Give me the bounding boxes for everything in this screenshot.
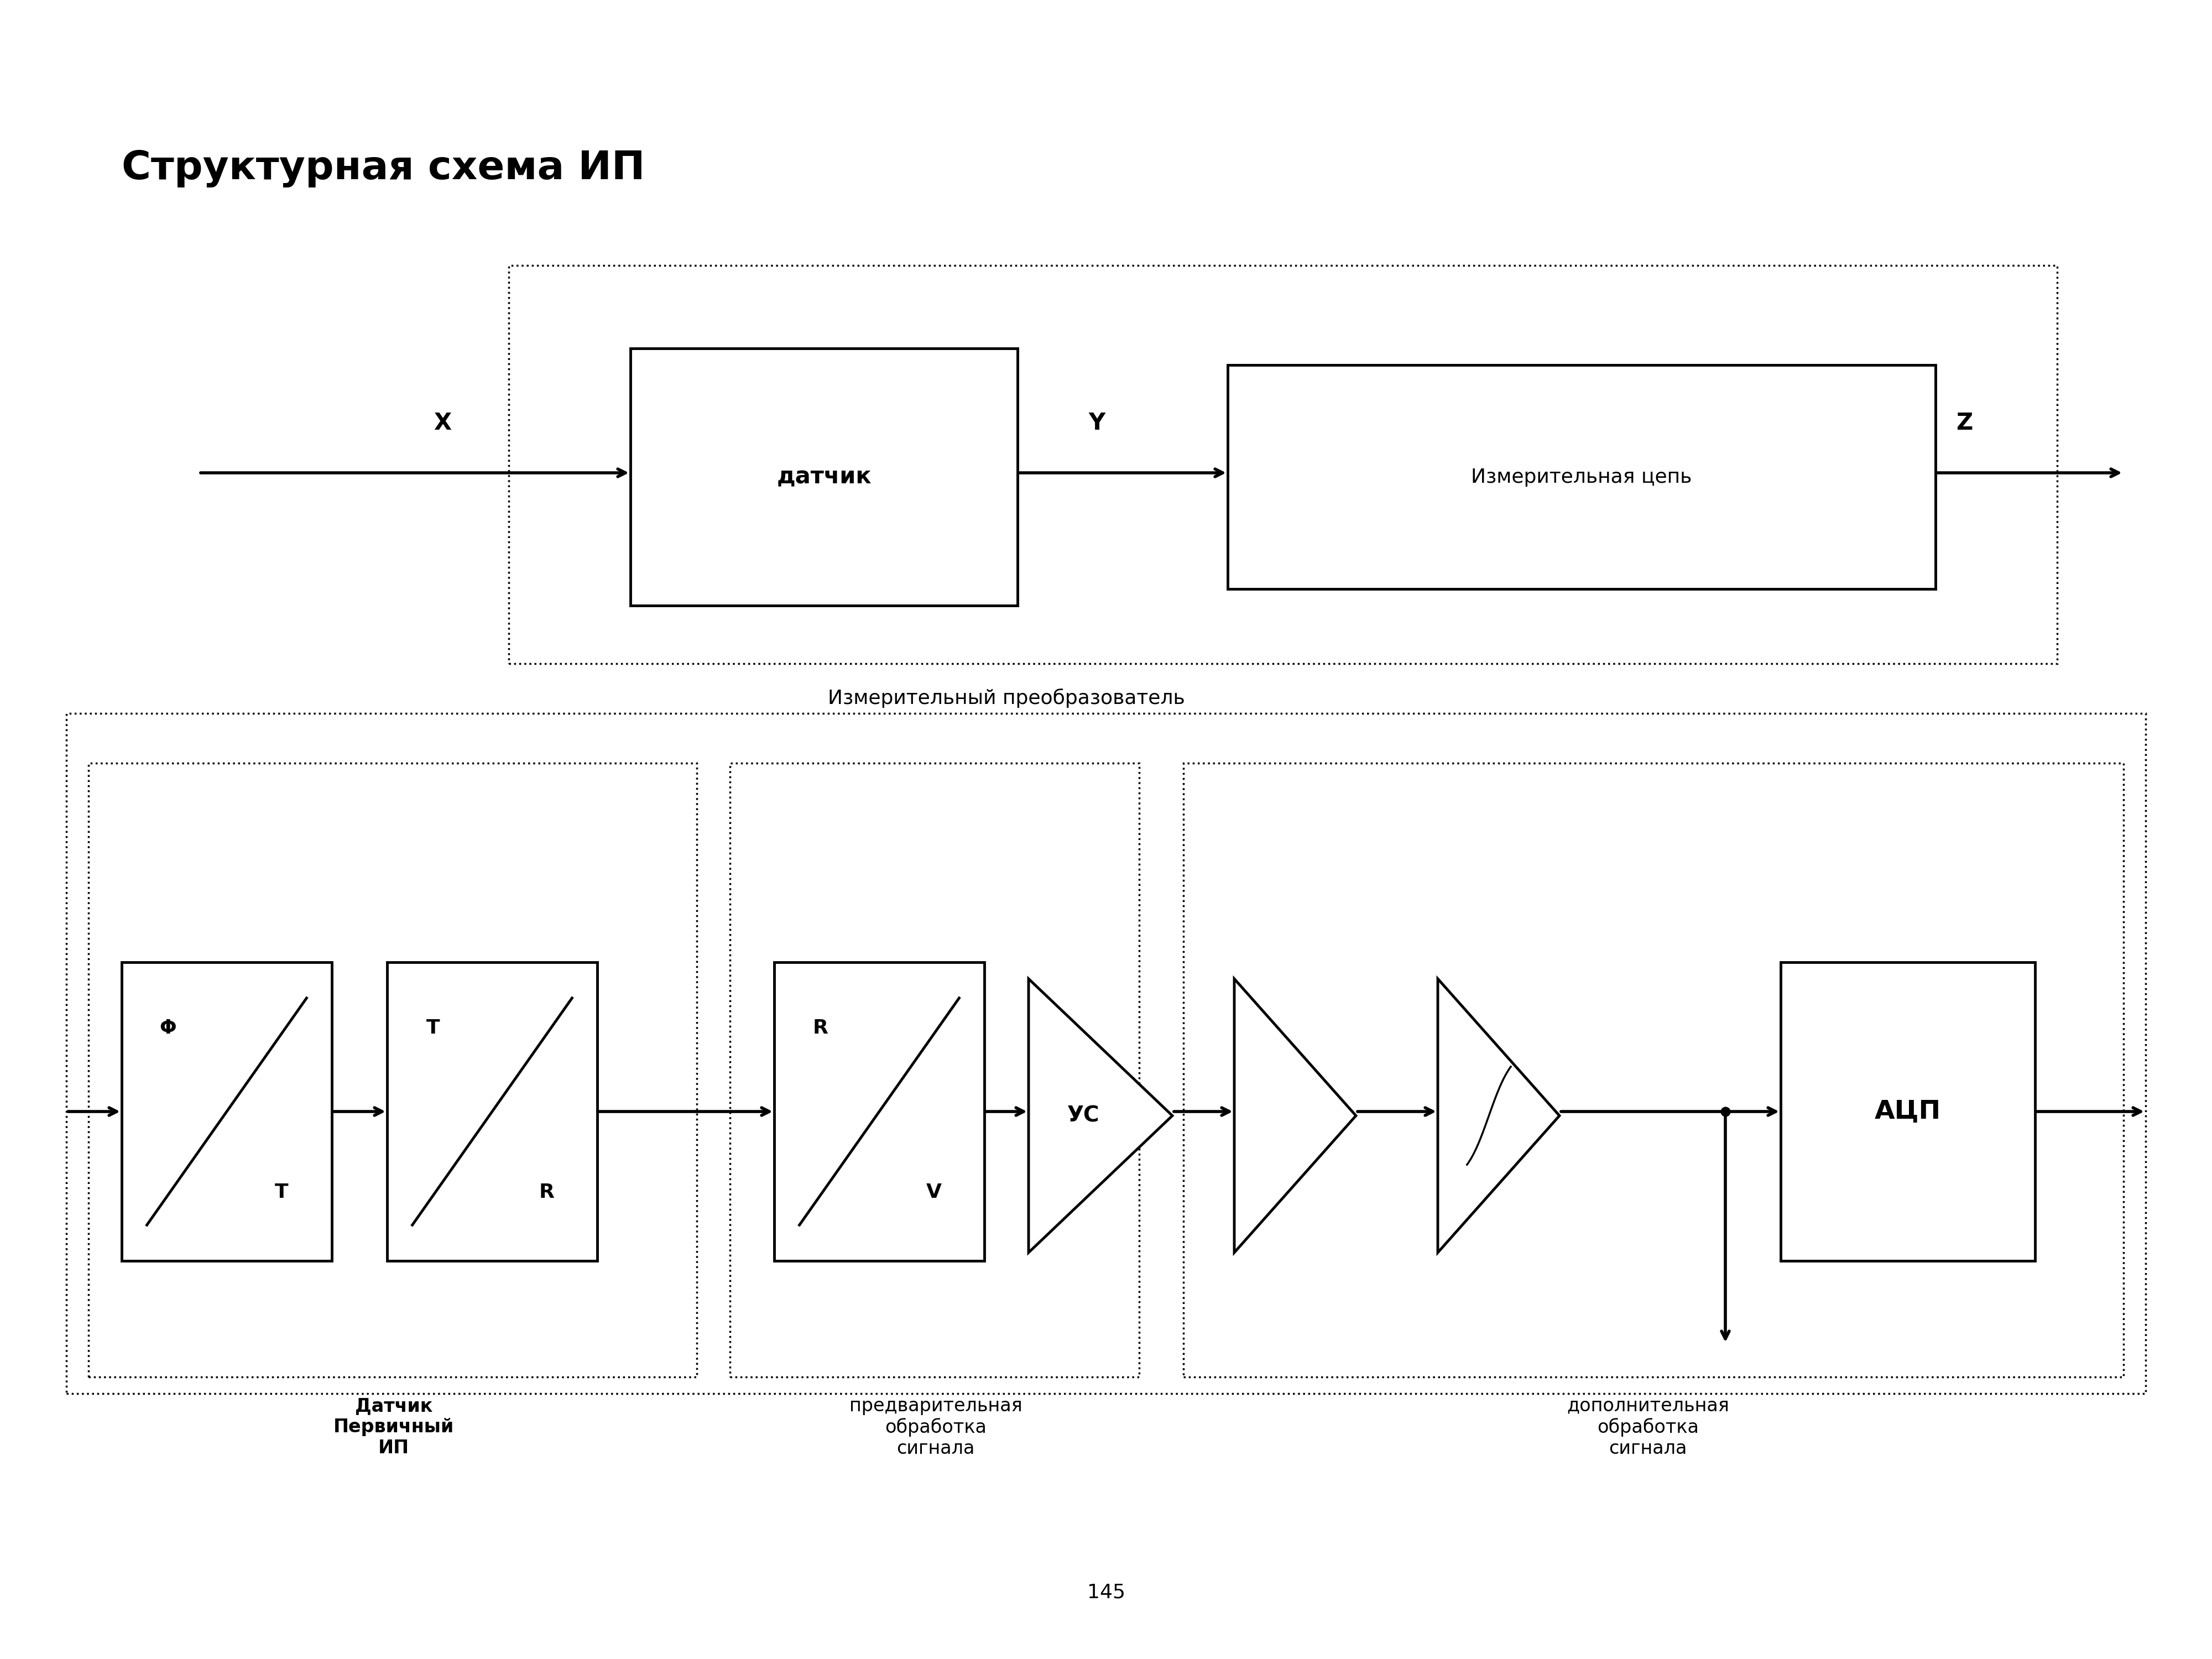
- Text: предварительная
обработка
сигнала: предварительная обработка сигнала: [849, 1397, 1022, 1458]
- Text: R: R: [540, 1183, 555, 1201]
- Text: X: X: [434, 411, 451, 435]
- Text: 145: 145: [1086, 1583, 1126, 1603]
- Bar: [1228, 365, 1936, 589]
- Text: T: T: [274, 1183, 288, 1201]
- Text: АЦП: АЦП: [1874, 1100, 1942, 1125]
- Text: V: V: [927, 1183, 942, 1201]
- Bar: [730, 763, 1139, 1377]
- Bar: [774, 962, 984, 1261]
- Text: УС: УС: [1066, 1105, 1099, 1126]
- Text: Φ: Φ: [159, 1019, 177, 1037]
- Text: Структурная схема ИП: Структурная схема ИП: [122, 149, 646, 187]
- Bar: [509, 265, 2057, 664]
- Bar: [630, 348, 1018, 606]
- Text: Z: Z: [1955, 411, 1973, 435]
- Text: Y: Y: [1088, 411, 1106, 435]
- Text: R: R: [812, 1019, 827, 1037]
- Bar: [122, 962, 332, 1261]
- Bar: [387, 962, 597, 1261]
- Text: дополнительная
обработка
сигнала: дополнительная обработка сигнала: [1566, 1397, 1730, 1458]
- Polygon shape: [1029, 979, 1172, 1253]
- Text: датчик: датчик: [776, 465, 872, 488]
- Polygon shape: [1234, 979, 1356, 1253]
- Bar: [1781, 962, 2035, 1261]
- Bar: [88, 763, 697, 1377]
- Polygon shape: [1438, 979, 1559, 1253]
- Text: Датчик
Первичный
ИП: Датчик Первичный ИП: [334, 1397, 453, 1457]
- Text: Измерительная цепь: Измерительная цепь: [1471, 468, 1692, 486]
- Bar: [1183, 763, 2124, 1377]
- Bar: [66, 713, 2146, 1394]
- Text: T: T: [427, 1019, 440, 1037]
- Text: Измерительный преобразователь: Измерительный преобразователь: [827, 688, 1186, 708]
